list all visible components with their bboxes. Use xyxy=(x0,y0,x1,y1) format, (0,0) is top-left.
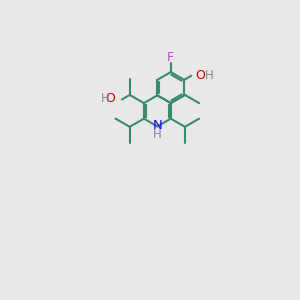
Text: N: N xyxy=(152,119,162,132)
Text: H: H xyxy=(153,128,162,141)
Text: H: H xyxy=(205,69,214,82)
Text: F: F xyxy=(167,51,174,64)
Text: H: H xyxy=(101,92,110,105)
Text: O: O xyxy=(195,69,205,82)
Text: O: O xyxy=(106,92,116,105)
